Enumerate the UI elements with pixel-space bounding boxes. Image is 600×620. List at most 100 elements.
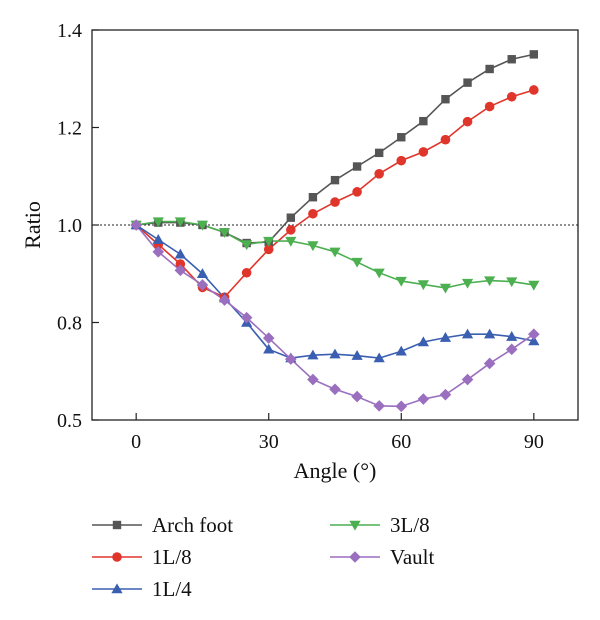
data-point-vault	[483, 357, 496, 370]
data-point-1l-4	[329, 348, 341, 359]
data-point-vault	[417, 393, 430, 405]
data-point-arch-foot	[397, 133, 406, 142]
x-ticks: 0 30 60 90	[131, 413, 544, 453]
y-tick-label: 0.5	[57, 410, 82, 432]
plot-area: 0 30 60 90 0.5 0.8 1.0 1.2 1.4	[57, 20, 579, 453]
data-point-1l-8	[529, 85, 539, 95]
legend-item-1l-4: 1L/4	[92, 577, 192, 601]
data-point-arch-foot	[330, 175, 340, 185]
legend-label: Vault	[390, 545, 434, 569]
legend-label: Arch foot	[152, 513, 233, 537]
data-point-1l-8	[418, 147, 429, 157]
data-point-1l-4	[439, 332, 452, 342]
data-point-1l-4	[351, 350, 363, 360]
data-point-vault	[174, 264, 187, 277]
legend-marker	[111, 583, 123, 594]
data-point-1l-8	[374, 169, 384, 179]
data-point-arch-foot	[463, 78, 472, 87]
data-point-3l-8	[528, 280, 540, 291]
data-point-1l-4	[307, 349, 319, 360]
data-point-1l-8	[352, 187, 362, 197]
data-point-3l-8	[373, 268, 385, 279]
data-point-vault	[307, 373, 319, 386]
series-points-1l-4	[130, 219, 540, 363]
data-point-1l-4	[196, 268, 209, 278]
data-point-3l-8	[174, 217, 186, 228]
legend-item-arch-foot: Arch foot	[92, 513, 233, 537]
data-point-vault	[130, 219, 142, 231]
data-point-vault	[461, 373, 474, 386]
series-line-arch-foot	[136, 53, 534, 244]
data-point-3l-8	[241, 240, 253, 251]
data-point-arch-foot	[352, 162, 362, 171]
data-point-1l-4	[528, 335, 540, 346]
data-point-vault	[329, 383, 341, 396]
legend-label: 1L/4	[152, 577, 192, 601]
x-axis-title: Angle (°)	[294, 458, 377, 483]
y-tick-label: 1.2	[57, 118, 82, 140]
data-point-1l-8	[506, 91, 517, 102]
series-line-1l-4	[135, 224, 534, 359]
data-point-vault	[395, 400, 408, 413]
data-point-1l-8	[175, 259, 186, 269]
y-tick-label: 1.0	[57, 215, 82, 237]
data-point-vault	[218, 294, 231, 306]
data-point-3l-8	[307, 241, 319, 252]
data-point-1l-4	[263, 343, 275, 354]
data-point-3l-8	[395, 276, 407, 287]
data-point-3l-8	[196, 220, 209, 231]
data-point-arch-foot	[507, 55, 516, 64]
data-point-3l-8	[351, 257, 363, 268]
data-point-1l-4	[461, 328, 474, 339]
series-points-3l-8	[130, 217, 540, 294]
series-points-vault	[130, 219, 540, 413]
series-points-arch-foot	[131, 50, 539, 248]
data-point-vault	[439, 388, 452, 401]
data-point-1l-8	[484, 101, 495, 112]
legend-marker	[112, 552, 122, 562]
y-axis-title: Ratio	[20, 201, 45, 249]
data-point-3l-8	[218, 228, 231, 238]
data-point-arch-foot	[308, 193, 318, 202]
data-point-1l-8	[396, 155, 407, 166]
data-point-3l-8	[439, 283, 452, 294]
x-tick-label: 30	[259, 431, 279, 453]
legend-item-vault: Vault	[330, 545, 434, 569]
legend-marker	[112, 520, 122, 530]
data-point-1l-4	[373, 352, 385, 363]
series-points-1l-8	[131, 85, 539, 302]
data-point-vault	[351, 390, 363, 403]
data-point-3l-8	[152, 217, 164, 228]
y-ticks: 0.5 0.8 1.0 1.2 1.4	[57, 20, 99, 432]
x-tick-label: 0	[131, 431, 141, 453]
data-point-arch-foot	[441, 95, 450, 104]
data-point-1l-8	[330, 197, 340, 207]
data-point-vault	[240, 311, 253, 324]
data-point-arch-foot	[374, 148, 384, 158]
data-point-3l-8	[263, 236, 275, 247]
data-point-vault	[528, 328, 540, 340]
x-tick-label: 60	[391, 431, 411, 453]
series-markers	[130, 50, 540, 413]
data-point-3l-8	[417, 280, 429, 291]
data-point-arch-foot	[419, 116, 428, 126]
series-line-1l-8	[135, 89, 535, 299]
data-point-vault	[262, 332, 275, 344]
legend-marker	[349, 520, 361, 531]
data-point-1l-8	[241, 267, 252, 278]
data-point-1l-4	[506, 331, 518, 341]
data-point-1l-4	[152, 234, 164, 244]
legend-label: 3L/8	[390, 513, 430, 537]
data-point-1l-4	[174, 248, 186, 259]
data-point-3l-8	[461, 278, 474, 289]
legend-item-1l-8: 1L/8	[92, 545, 192, 569]
y-tick-label: 1.4	[57, 20, 82, 42]
data-point-3l-8	[329, 247, 341, 258]
data-point-1l-4	[395, 345, 407, 356]
data-point-1l-4	[484, 328, 496, 339]
data-point-arch-foot	[529, 50, 539, 59]
data-point-arch-foot	[485, 64, 494, 74]
data-point-1l-8	[263, 244, 274, 255]
data-point-3l-8	[506, 277, 518, 288]
data-point-vault	[152, 246, 165, 258]
